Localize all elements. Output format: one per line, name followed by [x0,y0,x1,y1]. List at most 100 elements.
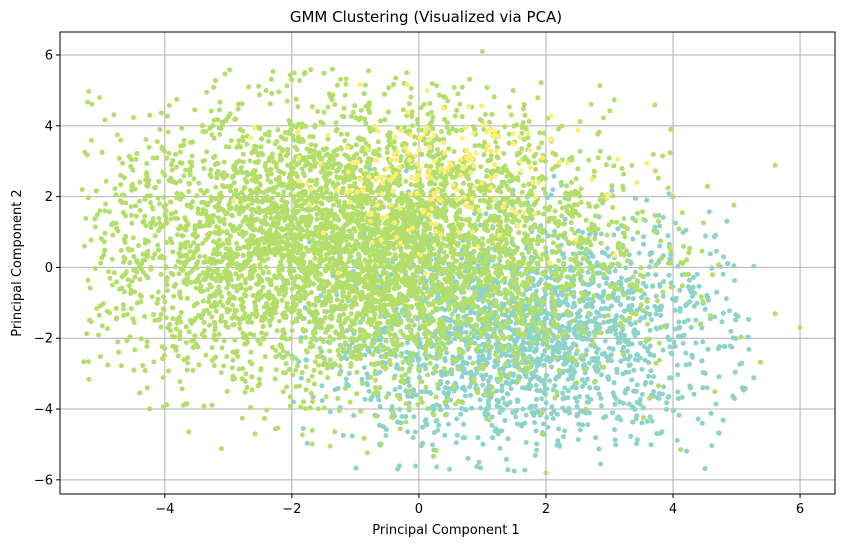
scatter-point [506,232,512,238]
scatter-point [383,394,389,400]
scatter-point [499,264,505,270]
scatter-point [165,113,171,119]
scatter-point [660,293,666,299]
scatter-point [616,286,622,292]
scatter-point [343,376,349,382]
scatter-point [605,295,611,301]
scatter-point [199,123,205,129]
scatter-point [260,336,266,342]
scatter-point [564,274,570,280]
scatter-point [333,192,339,198]
scatter-point [694,300,700,306]
scatter-point [556,367,562,373]
scatter-point [595,346,601,352]
scatter-point [315,406,321,412]
scatter-point [533,322,539,328]
scatter-point [670,194,676,200]
scatter-point [618,302,624,308]
scatter-point [293,355,299,361]
scatter-point [675,396,681,402]
scatter-point [296,311,302,317]
scatter-point [520,385,525,391]
scatter-point [668,248,674,254]
scatter-point [324,207,330,213]
scatter-point [572,332,578,338]
scatter-point [608,325,614,331]
scatter-point [503,250,509,256]
scatter-point [332,429,338,435]
scatter-point [559,345,565,351]
scatter-point [383,433,389,438]
scatter-point [652,224,658,230]
scatter-point [737,361,743,367]
scatter-point [460,359,466,365]
scatter-point [560,405,566,411]
scatter-point [644,305,650,311]
scatter-point [484,85,490,90]
scatter-point [490,225,496,231]
scatter-point [630,236,636,242]
scatter-point [599,372,604,378]
scatter-point [180,233,186,239]
scatter-point [620,316,626,322]
scatter-point [142,313,147,319]
scatter-point [478,164,484,170]
scatter-point [287,403,293,409]
scatter-point [434,418,440,423]
scatter-point [732,278,737,283]
scatter-point [489,112,495,117]
scatter-point [132,347,138,353]
scatter-point [720,271,726,277]
scatter-point [543,400,549,406]
scatter-point [409,219,415,225]
scatter-point [565,388,571,394]
scatter-point [694,271,700,277]
scatter-point [625,342,631,348]
scatter-point [621,401,626,406]
scatter-point [510,310,516,315]
scatter-point [358,107,364,113]
scatter-point [635,279,640,285]
scatter-point [614,415,620,421]
scatter-point [550,187,556,193]
scatter-point [545,345,551,350]
scatter-point [626,252,632,258]
scatter-point [338,131,344,137]
scatter-point [150,312,156,318]
scatter-point [548,411,554,417]
scatter-point [338,344,344,349]
scatter-point [584,394,590,400]
scatter-point [733,317,738,323]
scatter-point [165,288,171,294]
scatter-point [722,344,728,350]
scatter-point [553,355,559,360]
scatter-point [582,330,588,336]
scatter-point [465,456,471,461]
scatter-point [229,365,235,371]
scatter-point [674,437,680,443]
scatter-point [542,175,548,181]
scatter-point [624,278,629,283]
scatter-point [392,387,398,392]
scatter-point [186,329,192,335]
scatter-point [267,101,273,107]
scatter-point [608,283,613,289]
scatter-point [559,324,565,329]
scatter-point [549,364,554,370]
scatter-point [632,320,638,326]
scatter-point [608,318,614,324]
scatter-point [598,306,604,312]
scatter-point [571,326,577,332]
scatter-point [635,210,640,216]
scatter-point [607,108,613,114]
scatter-point [431,318,437,324]
scatter-point [534,447,539,453]
scatter-point [243,371,249,377]
scatter-point [648,258,654,264]
scatter-point [364,450,370,456]
scatter-point [381,282,387,288]
scatter-point [232,337,238,343]
scatter-point [577,148,583,154]
scatter-point [435,381,441,387]
scatter-point [420,424,426,430]
